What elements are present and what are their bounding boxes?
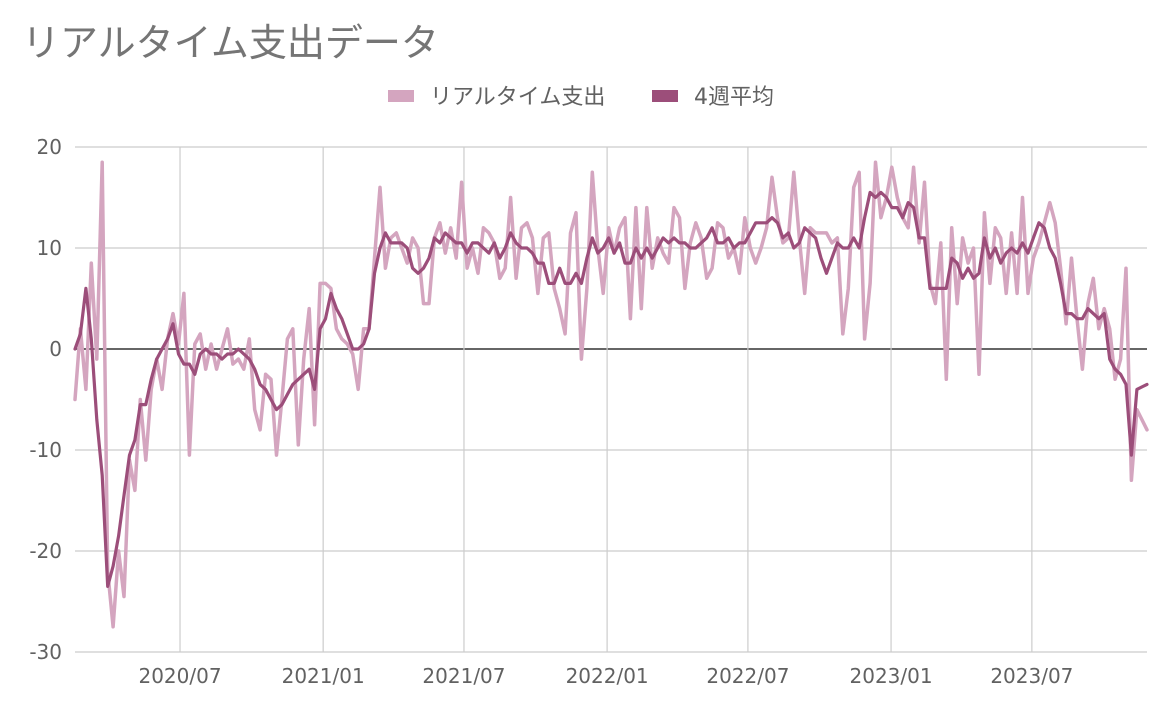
legend-swatch-realtime	[388, 90, 414, 102]
series-layer	[73, 160, 1149, 629]
y-tick-label: 0	[49, 337, 62, 361]
y-tick-label: 10	[37, 236, 62, 260]
y-tick-label: -10	[29, 438, 62, 462]
y-axis: 20 10 0 -10 -20 -30	[29, 135, 62, 664]
series-line-4week-avg	[73, 190, 1149, 589]
y-tick-label: -20	[29, 539, 62, 563]
x-tick-label: 2020/07	[138, 664, 221, 688]
x-tick-label: 2023/01	[850, 664, 933, 688]
legend-label-4week-avg: 4週平均	[694, 85, 774, 110]
y-tick-label: -30	[29, 640, 62, 664]
chart-title: リアルタイム支出データ	[22, 21, 439, 65]
x-tick-label: 2021/01	[282, 664, 365, 688]
y-tick-label: 20	[37, 135, 62, 159]
x-tick-label: 2021/07	[422, 664, 505, 688]
x-tick-label: 2022/07	[706, 664, 789, 688]
legend-swatch-4week-avg	[652, 90, 678, 102]
x-axis: 2020/07 2021/01 2021/07 2022/01 2022/07 2023/…	[138, 664, 1073, 688]
x-tick-label: 2022/01	[566, 664, 649, 688]
legend-label-realtime: リアルタイム支出	[430, 85, 605, 110]
series-line-realtime	[73, 160, 1149, 629]
legend: リアルタイム支出 4週平均	[388, 85, 774, 110]
x-tick-label: 2023/07	[990, 664, 1073, 688]
